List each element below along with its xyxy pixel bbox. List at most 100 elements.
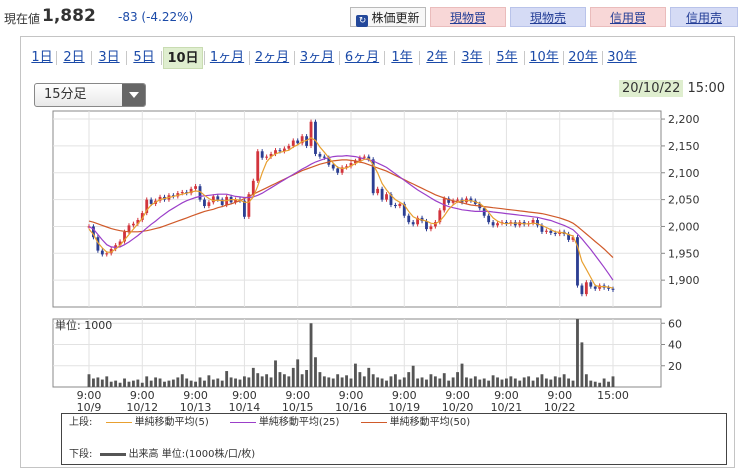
legend-ma5-swatch	[105, 421, 132, 423]
candle-body	[589, 282, 593, 287]
interval-select[interactable]: 15分足	[34, 83, 146, 107]
volume-bar	[198, 377, 202, 387]
tab-separator	[384, 51, 385, 65]
tab-period-9[interactable]: 1年	[391, 50, 413, 65]
candle-body	[198, 186, 202, 200]
candle-body	[367, 156, 371, 160]
volume-bar	[322, 376, 326, 387]
volume-bar	[416, 378, 420, 387]
chart-datetime: 20/10/22 15:00	[619, 80, 725, 97]
volume-bar	[216, 378, 220, 387]
tab-separator	[454, 51, 455, 65]
volume-bar	[562, 374, 566, 387]
volume-unit-label: 単位: 1000	[55, 318, 112, 332]
volume-bar	[127, 381, 131, 387]
volume-bar	[589, 380, 593, 387]
legend-upper-row: 上段: 単純移動平均(5) 単純移動平均(25) 単純移動平均(50)	[69, 416, 470, 430]
tab-separator	[56, 51, 57, 65]
tab-separator	[91, 51, 92, 65]
volume-bar	[194, 381, 197, 387]
volume-bar	[123, 378, 126, 387]
volume-bar	[505, 378, 508, 387]
candle-body	[203, 199, 206, 207]
tab-period-12[interactable]: 5年	[496, 50, 518, 65]
volume-bar	[296, 359, 300, 387]
volume-bar	[92, 378, 95, 387]
volume-bar	[425, 379, 428, 387]
candle-body	[216, 196, 220, 200]
tab-period-6[interactable]: 2ヶ月	[254, 50, 290, 65]
x-tick-time: 9:00	[445, 389, 470, 402]
x-tick-time: 9:00	[547, 389, 572, 402]
volume-bar	[180, 374, 184, 387]
volume-bar	[167, 380, 171, 387]
volume-plot-frame	[52, 318, 662, 388]
tab-period-7[interactable]: 3ヶ月	[299, 50, 335, 65]
legend-ma50: 単純移動平均(50)	[389, 417, 471, 428]
price-value: 1,882	[42, 6, 96, 26]
tab-period-1[interactable]: 2日	[63, 50, 85, 65]
candle-body	[145, 199, 149, 214]
tab-period-13[interactable]: 10年	[529, 50, 559, 65]
margin-buy-button[interactable]: 信用買	[590, 7, 666, 27]
cash-buy-button[interactable]: 現物買	[430, 7, 506, 27]
candle-body	[576, 237, 579, 286]
tab-period-10[interactable]: 2年	[426, 50, 448, 65]
tab-period-3[interactable]: 5日	[133, 50, 155, 65]
candle-body	[531, 220, 535, 224]
price-change: -83 (-4.22%)	[118, 10, 194, 24]
tab-period-4[interactable]: 10日	[163, 47, 203, 69]
volume-bar	[371, 374, 375, 387]
volume-bar	[380, 378, 384, 387]
candle-body	[362, 156, 366, 158]
candle-body	[194, 186, 197, 189]
candle-body	[123, 231, 126, 242]
tab-period-11[interactable]: 3年	[461, 50, 483, 65]
volume-bar	[225, 371, 229, 387]
volume-bar	[473, 376, 477, 387]
candle-body	[491, 222, 495, 226]
candle-body	[340, 167, 344, 173]
tab-separator	[489, 51, 490, 65]
volume-bar	[282, 374, 286, 387]
volume-bar	[265, 374, 269, 387]
tab-period-0[interactable]: 1日	[31, 50, 53, 65]
volume-bar	[349, 378, 353, 387]
x-tick-date: 10/14	[229, 401, 261, 413]
volume-bar	[509, 376, 513, 387]
candle-body	[496, 223, 499, 226]
margin-sell-button[interactable]: 信用売	[670, 7, 738, 27]
candle-body	[158, 196, 162, 201]
refresh-button[interactable]: ↻ 株価更新	[350, 7, 426, 27]
x-tick-time: 9:00	[339, 389, 364, 402]
ma50-line	[88, 159, 614, 259]
candle-body	[247, 194, 251, 217]
candle-body	[345, 166, 348, 168]
volume-bar	[518, 380, 522, 387]
volume-bar	[118, 382, 122, 387]
volume-bar	[362, 376, 366, 387]
tab-period-15[interactable]: 30年	[607, 50, 637, 65]
candle-body	[411, 222, 415, 225]
tab-period-8[interactable]: 6ヶ月	[344, 50, 380, 65]
candle-body	[549, 230, 553, 233]
candle-body	[127, 225, 131, 232]
tab-period-2[interactable]: 3日	[98, 50, 120, 65]
candle-body	[207, 202, 211, 207]
volume-bar	[553, 376, 557, 387]
volume-bar	[393, 374, 397, 387]
ma5-line	[88, 137, 614, 289]
candle-body	[291, 140, 295, 146]
legend-lower-label: 下段:	[69, 449, 93, 460]
volume-bar	[496, 377, 499, 387]
volume-bar	[429, 374, 433, 387]
tab-period-5[interactable]: 1ヶ月	[209, 50, 245, 65]
cash-sell-button[interactable]: 現物売	[510, 7, 586, 27]
candle-body	[136, 220, 140, 224]
interval-select-value: 15分足	[44, 87, 87, 102]
tab-period-14[interactable]: 20年	[568, 50, 598, 65]
candle-body	[260, 151, 264, 158]
candle-body	[243, 200, 246, 217]
candle-body	[251, 180, 255, 195]
chart-time: 15:00	[687, 81, 725, 96]
